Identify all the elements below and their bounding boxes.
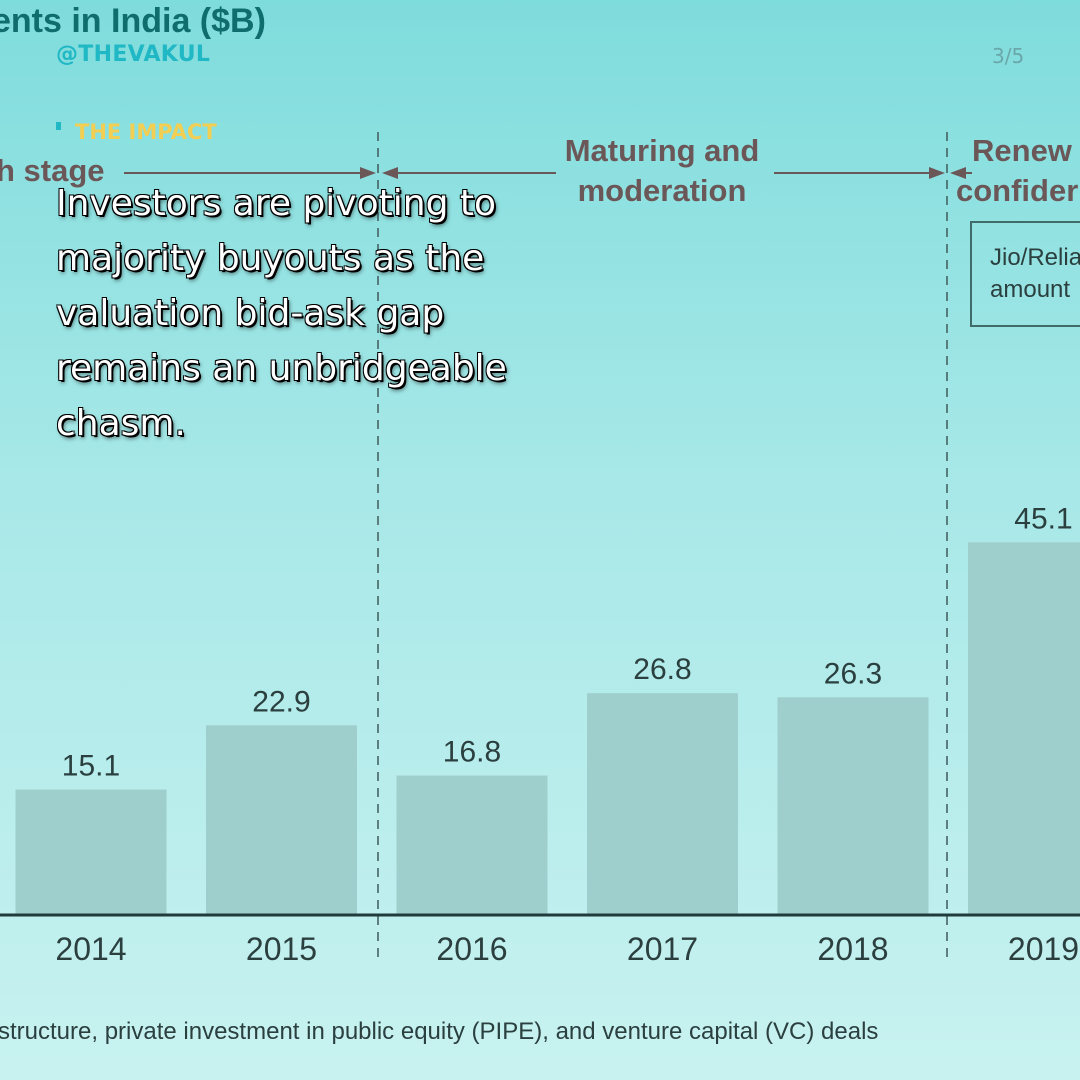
annotation-box: [970, 221, 1080, 327]
bar-value-label: 15.1: [62, 750, 120, 783]
arrow-head-icon: [382, 167, 398, 179]
bar-value-label: 45.1: [1014, 502, 1072, 535]
bar: [206, 725, 357, 914]
page-number: 3/5: [992, 44, 1025, 68]
x-tick-label: 2019: [1008, 931, 1079, 967]
x-tick-label: 2018: [817, 931, 888, 967]
annotation-text: Jio/Relia: [990, 244, 1080, 271]
arrow-head-icon: [360, 167, 376, 179]
arrow-head-icon: [929, 167, 945, 179]
bar: [396, 775, 548, 914]
chart-title: ents in India ($B): [0, 2, 266, 40]
bar-value-label: 26.8: [633, 653, 691, 686]
arrow-head-icon: [950, 167, 966, 179]
phase-label: Renew: [972, 133, 1073, 168]
x-tick-label: 2017: [627, 931, 698, 967]
author-handle: @THEVAKUL: [56, 42, 211, 67]
bar-value-label: 16.8: [443, 736, 501, 769]
annotation-text: amount: [990, 276, 1070, 303]
section-label-text: THE IMPACT: [75, 120, 217, 144]
x-tick-label: 2016: [436, 931, 507, 967]
bar: [777, 697, 929, 914]
bar-value-label: 26.3: [824, 657, 882, 690]
section-marker-icon: [56, 122, 61, 130]
x-tick-label: 2015: [246, 931, 317, 967]
bar: [968, 542, 1080, 914]
phase-label: Maturing and: [565, 133, 760, 168]
bar: [15, 789, 167, 914]
section-label: THE IMPACT: [56, 120, 217, 144]
bar-value-label: 22.9: [252, 685, 310, 718]
overlay-quote: Investors are pivoting to majority buyou…: [56, 183, 507, 444]
phase-label: moderation: [578, 173, 747, 208]
x-tick-label: 2014: [55, 931, 126, 967]
bar: [587, 693, 738, 914]
chart-footnote: structure, private investment in public …: [0, 1018, 878, 1045]
phase-label: h stage: [0, 153, 105, 188]
phase-label: confider: [956, 173, 1078, 208]
